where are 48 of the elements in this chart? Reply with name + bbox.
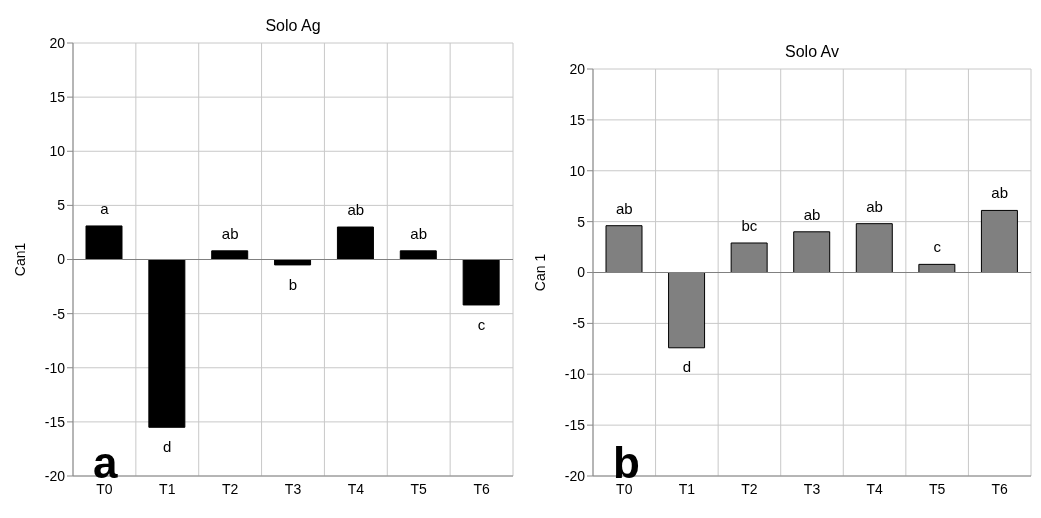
x-tick-label: T3 <box>803 480 821 497</box>
annotation: c <box>477 315 486 333</box>
annotation: a <box>100 199 110 217</box>
y-tick-label: -5 <box>52 305 66 322</box>
annotation: ab <box>347 201 365 219</box>
annotation: ab <box>991 184 1009 202</box>
y-tick-label: 5 <box>577 213 586 230</box>
annotation: ab <box>221 224 239 242</box>
chart-title: Solo Ag <box>264 17 322 35</box>
x-tick-label: T4 <box>347 480 365 497</box>
x-tick-label: T5 <box>410 480 428 497</box>
x-tick-label: T6 <box>473 480 490 497</box>
x-tick-label: T2 <box>741 480 758 497</box>
y-tick-label: 20 <box>569 60 586 77</box>
annotation: b <box>288 275 298 293</box>
x-tick-label: T6 <box>991 480 1009 497</box>
annotation: ab <box>803 205 821 223</box>
y-tick-label: -5 <box>572 315 586 332</box>
y-tick-label: -10 <box>44 359 66 376</box>
chart-title: Solo Av <box>784 43 840 61</box>
y-tick-label: 0 <box>577 264 586 281</box>
annotation: ab <box>866 197 883 215</box>
y-tick-label: 10 <box>569 162 586 179</box>
y-tick-label: 15 <box>569 111 586 128</box>
y-tick-label: -20 <box>564 467 586 484</box>
annotation: c <box>933 238 942 256</box>
annotation: ab <box>615 199 633 217</box>
annotation: d <box>682 358 692 376</box>
x-tick-label: T1 <box>159 480 176 497</box>
x-tick-label: T1 <box>678 480 696 497</box>
y-tick-label: 20 <box>49 34 66 51</box>
y-tick-label: 15 <box>49 89 66 106</box>
x-tick-label: T3 <box>284 480 302 497</box>
y-tick-label: 0 <box>57 251 66 268</box>
annotation: bc <box>741 216 758 234</box>
y-tick-label: -15 <box>564 417 586 434</box>
x-tick-label: T4 <box>866 480 883 497</box>
y-tick-label: 10 <box>49 143 66 160</box>
y-tick-label: 5 <box>57 197 66 214</box>
y-tick-label: -15 <box>44 413 66 430</box>
y-axis-title: Can 1 <box>531 253 548 292</box>
y-tick-label: -20 <box>44 467 66 484</box>
y-tick-label: -10 <box>564 366 586 383</box>
x-tick-label: T2 <box>221 480 239 497</box>
annotation: d <box>163 437 172 455</box>
x-tick-label: T5 <box>928 480 946 497</box>
annotation: ab <box>410 224 428 242</box>
y-axis-title: Can1 <box>11 242 28 277</box>
